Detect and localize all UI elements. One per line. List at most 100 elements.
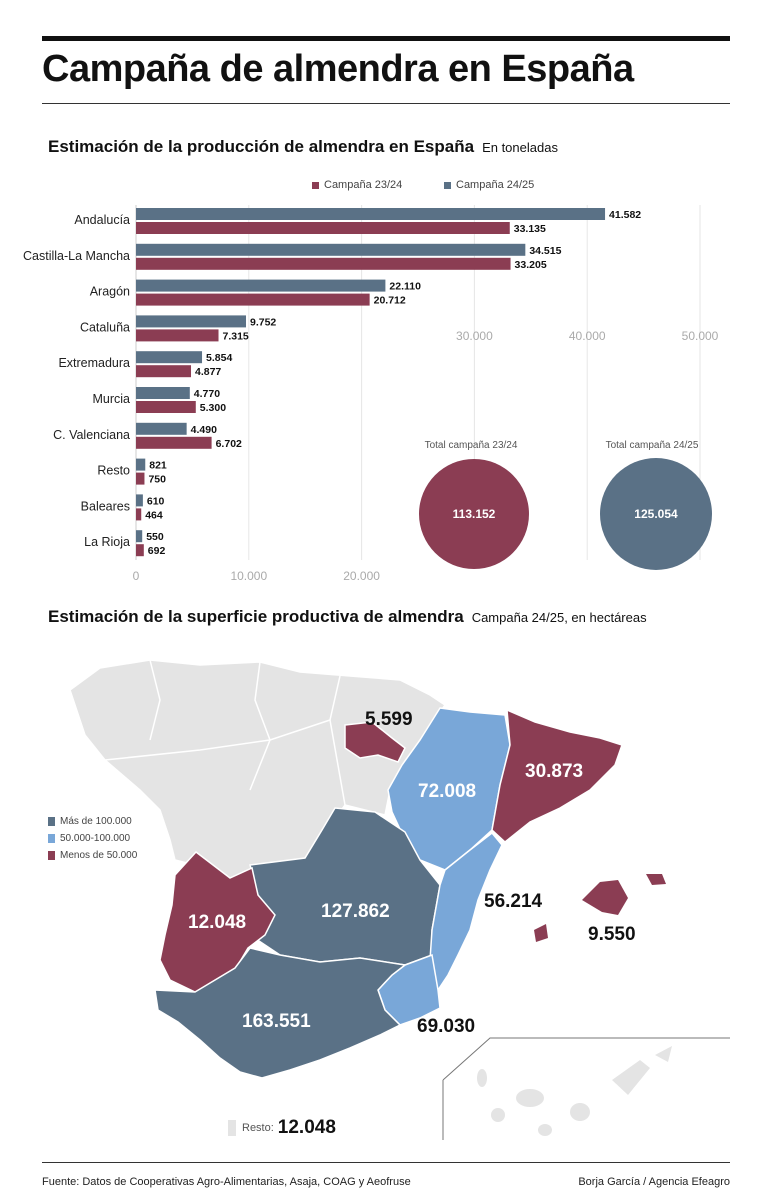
bar xyxy=(136,329,219,342)
total-2324-label: Total campaña 23/24 xyxy=(424,440,518,451)
legend-label-2425: Campaña 24/25 xyxy=(456,179,535,191)
surface-subtitle: Campaña 24/25, en hectáreas xyxy=(471,610,647,625)
resto-swatch xyxy=(228,1120,236,1136)
resto-note: Resto: 12.048 xyxy=(228,1117,336,1139)
category-label: Cataluña xyxy=(80,320,130,334)
bar xyxy=(136,508,142,521)
bar-value-label: 750 xyxy=(148,474,166,486)
x-tick-label: 0 xyxy=(133,569,140,583)
bar-value-label: 5.300 xyxy=(200,402,226,414)
x-tick-label: 50.000 xyxy=(682,329,719,343)
bar-value-label: 20.712 xyxy=(374,295,406,307)
category-label: Baleares xyxy=(81,499,130,513)
x-tick-label: 30.000 xyxy=(456,329,493,343)
bar-value-label: 464 xyxy=(145,509,163,521)
bar-value-label: 34.515 xyxy=(529,245,561,257)
bar-value-label: 821 xyxy=(149,460,167,472)
canarias-island xyxy=(538,1124,552,1136)
category-label: C. Valenciana xyxy=(53,428,130,442)
legend-label-2324: Campaña 23/24 xyxy=(324,179,403,191)
total-2324-circle: 113.152 xyxy=(419,459,529,569)
category-label: Extremadura xyxy=(58,356,130,370)
region-value-andalucia: 163.551 xyxy=(242,1011,311,1032)
bar xyxy=(136,472,145,485)
category-label: Aragón xyxy=(90,285,130,299)
bar xyxy=(136,243,526,256)
bar xyxy=(136,530,143,543)
page-title: Campaña de almendra en España xyxy=(42,48,634,90)
map-legend-swatch-low xyxy=(48,851,55,860)
map-legend-swatch-mid xyxy=(48,834,55,843)
map-legend-high: Más de 100.000 xyxy=(48,816,132,827)
map-region-menorca xyxy=(646,874,666,885)
surface-section-title: Estimación de la superficie productiva d… xyxy=(48,607,647,627)
bar-value-label: 4.490 xyxy=(191,424,217,436)
bar xyxy=(136,494,143,507)
canarias-island xyxy=(516,1089,544,1107)
bar xyxy=(136,351,203,364)
map-region-valencia xyxy=(424,831,503,1007)
bar-value-label: 22.110 xyxy=(389,281,421,293)
resto-value: 12.048 xyxy=(277,1117,336,1138)
top-rule xyxy=(42,36,730,41)
total-2324-value: 113.152 xyxy=(452,507,496,521)
footer-rule xyxy=(42,1162,730,1163)
legend-swatch-2425 xyxy=(444,181,451,189)
map-border xyxy=(104,719,331,761)
category-label: Castilla-La Mancha xyxy=(23,249,130,263)
map-legend-label-mid: 50.000-100.000 xyxy=(60,833,131,844)
bar xyxy=(136,315,247,328)
bar xyxy=(136,279,386,292)
production-section-title: Estimación de la producción de almendra … xyxy=(48,137,558,157)
category-label: La Rioja xyxy=(84,535,130,549)
bar xyxy=(136,387,190,399)
bar-value-label: 41.582 xyxy=(609,209,641,221)
category-label: Murcia xyxy=(92,392,130,406)
bar-value-label: 6.702 xyxy=(216,438,242,450)
total-2425-label: Total campaña 24/25 xyxy=(605,440,699,451)
bar-value-label: 33.205 xyxy=(515,259,547,271)
map-border xyxy=(149,659,161,741)
region-value-extremadura: 12.048 xyxy=(188,912,247,933)
bar-value-label: 4.770 xyxy=(194,388,220,400)
map-legend-low: Menos de 50.000 xyxy=(48,850,137,861)
bar xyxy=(136,401,196,413)
bar xyxy=(136,208,606,220)
x-tick-label: 20.000 xyxy=(343,569,380,583)
map-region-rioja xyxy=(344,721,406,763)
title-rule xyxy=(42,103,730,104)
x-tick-label: 10.000 xyxy=(230,569,267,583)
region-value-castilla: 127.862 xyxy=(321,901,390,922)
production-title: Estimación de la producción de almendra … xyxy=(48,137,475,156)
map-legend-label-high: Más de 100.000 xyxy=(60,816,132,827)
bar-value-label: 7.315 xyxy=(223,330,249,342)
bar xyxy=(136,544,144,557)
category-label: Resto xyxy=(97,464,130,478)
region-value-rioja: 5.599 xyxy=(365,709,413,730)
map-region-mallorca xyxy=(582,880,628,915)
bar-value-label: 5.854 xyxy=(206,352,232,364)
bar xyxy=(136,293,370,306)
total-2425-value: 125.054 xyxy=(634,507,678,521)
map-region-ibiza xyxy=(534,924,548,942)
legend-item-2425: Campaña 24/25 xyxy=(444,179,534,191)
resto-label: Resto: xyxy=(242,1122,274,1134)
canarias-island xyxy=(570,1103,590,1121)
production-bar-chart: 0 10.000 20.000 30.000 40.000 50.000 Andalucía… xyxy=(23,205,719,583)
spain-map xyxy=(69,659,730,1140)
canarias-island xyxy=(477,1069,487,1087)
bar xyxy=(136,257,511,270)
map-region-cataluna xyxy=(491,708,623,843)
canarias-island xyxy=(655,1046,672,1062)
region-value-murcia: 69.030 xyxy=(417,1016,476,1037)
credit-note: Borja García / Agencia Efeagro xyxy=(578,1176,730,1188)
map-legend-mid: 50.000-100.000 xyxy=(48,833,130,844)
bar-value-label: 550 xyxy=(146,531,164,543)
source-note: Fuente: Datos de Cooperativas Agro-Alime… xyxy=(42,1176,411,1188)
canarias-inset-border xyxy=(442,1037,730,1081)
bar-value-label: 9.752 xyxy=(250,316,276,328)
surface-title: Estimación de la superficie productiva d… xyxy=(48,607,464,626)
map-region-andalucia xyxy=(154,947,407,1079)
legend-item-2324: Campaña 23/24 xyxy=(312,179,402,191)
region-value-valencia: 56.214 xyxy=(484,891,543,912)
